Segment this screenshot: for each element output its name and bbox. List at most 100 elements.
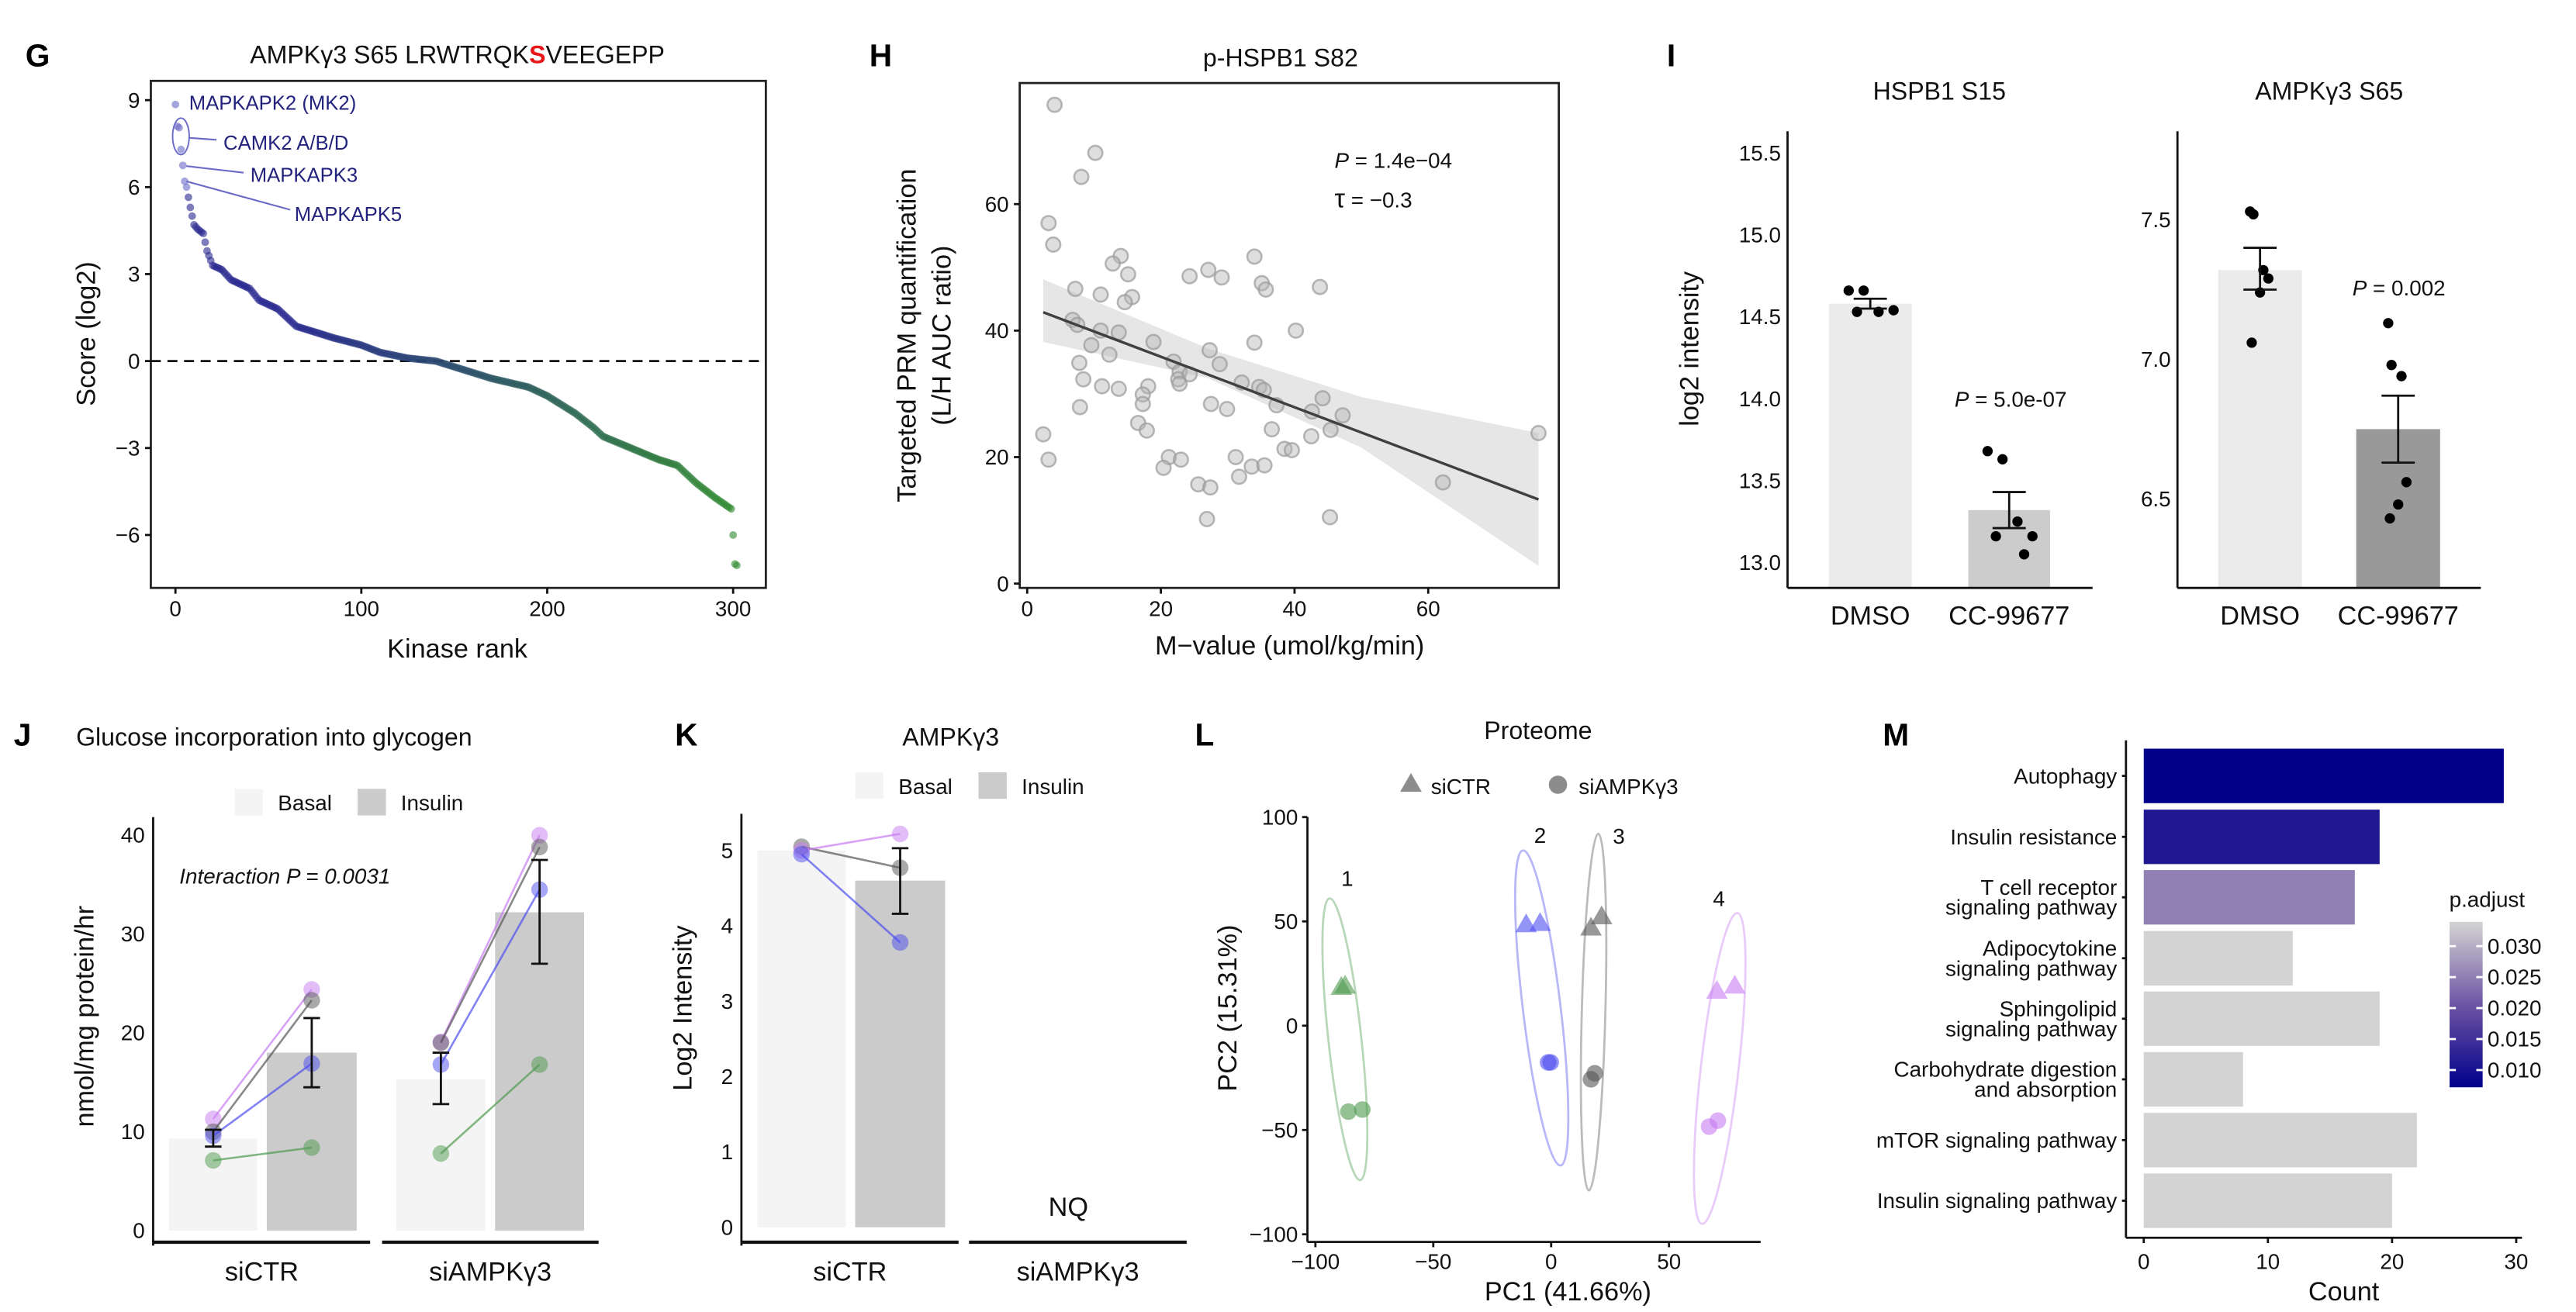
y-tick-label: 0: [133, 1219, 144, 1243]
panel-label: J: [14, 717, 32, 753]
pca-group-1: 1: [1321, 866, 1371, 1182]
y-axis-label: (L/H AUC ratio): [928, 246, 957, 426]
x-axis-label: M−value (umol/kg/min): [1155, 631, 1424, 661]
point-siCTR: [1706, 979, 1728, 1000]
data-point: [2027, 530, 2038, 542]
x-tick-label: 200: [529, 597, 565, 621]
kinase-point: [181, 177, 189, 185]
y-axis-label: Log2 Intensity: [669, 925, 698, 1091]
y-tick-label: 4: [721, 914, 733, 938]
y-tick-label: −3: [116, 436, 140, 460]
data-point: [1087, 144, 1104, 161]
legend-tick-label: 0.020: [2488, 996, 2542, 1020]
data-point: [1070, 354, 1087, 371]
point-siCTR: [1334, 975, 1357, 994]
plot-frame: [1018, 81, 1561, 589]
annotation-label: CAMK2 A/B/D: [223, 133, 348, 154]
y-tick-label: 2: [721, 1065, 733, 1089]
replicate-line: [212, 1000, 313, 1133]
y-tick-label: 3: [128, 262, 140, 286]
kinase-point: [201, 238, 209, 247]
data-point: [1219, 401, 1236, 417]
category-label: mTOR signaling pathway: [1876, 1128, 2117, 1152]
data-point: [1246, 248, 1263, 265]
y-tick-label: 14.5: [1739, 305, 1781, 329]
legend-triangle-icon: [1400, 772, 1422, 792]
x-tick-label: 20: [2380, 1249, 2404, 1273]
data-point: [1200, 261, 1217, 278]
kinase-point: [178, 161, 187, 170]
replicate-point: [205, 1110, 222, 1127]
replicate-line: [800, 853, 901, 944]
x-tick-label: 10: [2256, 1249, 2280, 1273]
x-axis-label: Count: [2308, 1277, 2380, 1307]
data-point: [1202, 395, 1219, 413]
x-tick-label: 40: [1282, 597, 1306, 621]
x-tick-label: 50: [1657, 1249, 1681, 1273]
x-tick-label: 20: [1149, 597, 1173, 621]
kinase-point: [175, 123, 183, 132]
title-text: VEEGEPP: [546, 40, 665, 68]
y-tick-label: 5: [721, 838, 733, 862]
data-point: [1092, 286, 1109, 303]
x-tick-label: 100: [344, 597, 379, 621]
regression-line: [1043, 311, 1540, 501]
x-tick-label: 0: [1021, 597, 1032, 621]
y-axis-label: log2 intensity: [1675, 271, 1705, 426]
y-tick-label: 6.5: [2141, 487, 2171, 511]
replicate-point: [793, 845, 811, 863]
point-siAMPKg3: [1542, 1054, 1559, 1071]
chart-title: p-HSPB1 S82: [1203, 44, 1358, 72]
replicate-point: [531, 838, 548, 856]
panel-label: K: [675, 717, 697, 753]
y-tick-label: 15.0: [1739, 223, 1781, 247]
data-point: [1035, 426, 1052, 443]
legend-tick-label: 0.015: [2488, 1027, 2542, 1051]
data-point: [1138, 422, 1155, 439]
data-point: [1322, 509, 1339, 526]
x-tick-label: CC-99677: [1948, 601, 2069, 630]
data-point: [1083, 337, 1100, 354]
legend-label: Basal: [278, 791, 332, 815]
tau-text: = −0.3: [1345, 188, 1412, 212]
legend-tick-label: 0.025: [2488, 965, 2542, 989]
data-point: [1322, 421, 1339, 438]
y-tick-label: 0: [128, 349, 140, 373]
data-point: [1334, 407, 1351, 424]
data-point: [1434, 474, 1451, 491]
replicate-line: [440, 834, 541, 1043]
point-siCTR: [1590, 905, 1613, 925]
y-tick-label: 20: [121, 1021, 145, 1045]
kinase-point: [171, 100, 180, 109]
data-point: [1843, 285, 1854, 296]
data-point: [1213, 269, 1230, 286]
data-point: [2246, 337, 2257, 348]
replicate-point: [303, 1139, 320, 1156]
data-point: [2248, 209, 2259, 220]
category-label: signaling pathway: [1945, 956, 2117, 980]
bar: [2143, 810, 2380, 865]
data-point: [1888, 305, 1899, 316]
data-point: [1073, 168, 1090, 185]
group-number-label: 1: [1341, 866, 1353, 890]
legend-label: Basal: [898, 775, 953, 799]
bar: [1828, 303, 1912, 589]
x-tick-label: 0: [2138, 1249, 2149, 1273]
data-point: [1094, 378, 1111, 395]
x-tick-label: CC-99677: [2338, 601, 2459, 630]
p-text: = 5.0e-07: [1969, 388, 2066, 412]
chart-title: AMPKγ3 S65 LRWTRQKSVEEGEPP: [250, 40, 665, 68]
data-point: [1134, 395, 1151, 413]
kinase-point: [177, 145, 185, 154]
annotation-label: MAPKAPK3: [251, 165, 358, 187]
replicate-point: [531, 1056, 548, 1073]
x-tick-label: DMSO: [2220, 601, 2300, 630]
data-point: [1181, 268, 1198, 285]
y-tick-label: 20: [985, 445, 1009, 469]
data-point: [1110, 380, 1127, 397]
data-point: [1040, 451, 1057, 468]
group-0: siCTR: [153, 981, 371, 1286]
panel-j: J Glucose incorporation into glycogen Basa…: [14, 717, 599, 1286]
x-tick-label: 30: [2504, 1249, 2528, 1273]
plot-frame: [150, 79, 767, 589]
